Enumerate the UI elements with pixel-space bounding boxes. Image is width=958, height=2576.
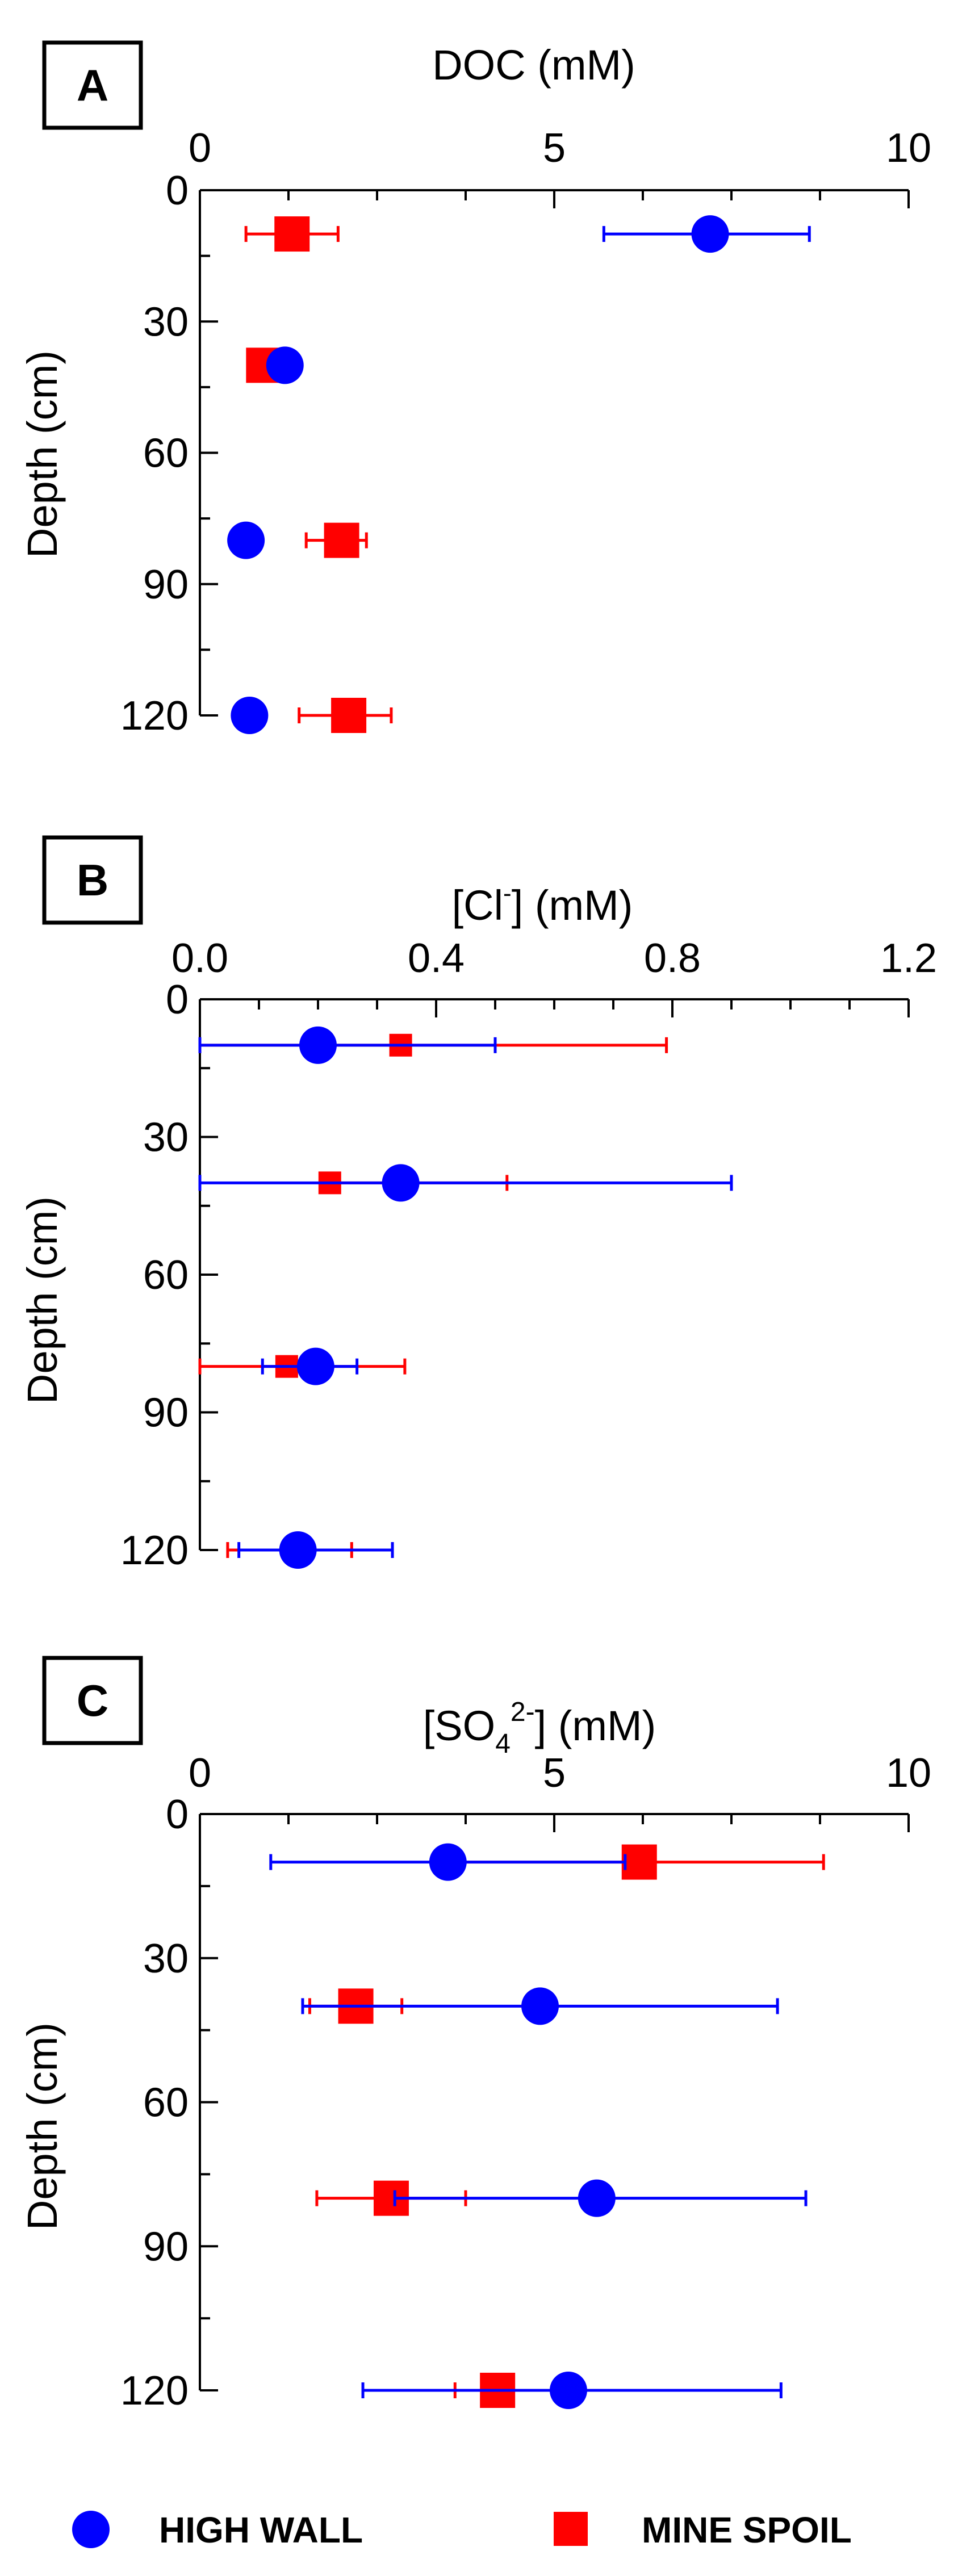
legend-high-wall-label: HIGH WALL [159, 2510, 363, 2550]
panel-b-y-tick-label: 60 [143, 1253, 189, 1298]
panel-a-high-wall-point [227, 521, 265, 559]
panel-b-y-tick-label: 120 [120, 1528, 189, 1573]
panel-b-label-box [42, 835, 143, 925]
panel-a-data [227, 215, 811, 734]
panel-b-high-wall-point [296, 1347, 334, 1385]
panel-a-axes: 0 5 10 0 30 60 90 120 [120, 125, 931, 739]
panel-a-high-wall-point [231, 697, 269, 734]
panel-c-title-sup: 2- [511, 1697, 535, 1727]
panel-b-x-tick-label: 1.2 [880, 936, 937, 981]
panel-c-x-tick-label: 0 [189, 1750, 211, 1796]
panel-b-label: B [77, 855, 108, 905]
panel-c-high-wall-point [578, 2179, 616, 2217]
panel-b-title-sup: - [503, 879, 512, 907]
panel-c-mine-spoil-point [621, 1844, 657, 1880]
panel-a-mine-spoil-point [331, 698, 367, 733]
panel-c-y-tick-label: 60 [143, 2080, 189, 2126]
panel-a: A DOC (mM) Depth (cm) 0 5 10 0 30 60 90 120 [19, 40, 931, 739]
panel-c-axes: 0 5 10 0 30 60 90 120 [120, 1750, 931, 2414]
panel-a-x-tick-label: 5 [543, 125, 566, 171]
panel-b-y-tick-label: 30 [143, 1115, 189, 1161]
panel-c-high-wall-point [521, 1987, 559, 2025]
panel-a-y-tick-label: 30 [143, 299, 189, 345]
panel-b-title-main: [Cl [452, 882, 503, 929]
panel-a-mine-spoil-point [274, 216, 310, 252]
panel-b-x-tick-label: 0.4 [408, 936, 465, 981]
panel-c-high-wall-point [549, 2372, 587, 2409]
panel-b-x-tick-label: 0.8 [644, 936, 701, 981]
panel-a-x-tick-label: 10 [886, 125, 931, 171]
panel-a-y-tick-label: 60 [143, 431, 189, 476]
panel-b: B [Cl-] (mM) Depth (cm) 0.0 0.4 0.8 1.2 0 30 6… [19, 835, 937, 1573]
panel-a-x-tick-label: 0 [189, 125, 211, 171]
panel-c-label: C [77, 1676, 108, 1725]
panel-c-label-box [42, 1656, 143, 1745]
panel-c-y-tick-label: 30 [143, 1936, 189, 1982]
panel-b-x-tick-label: 0.0 [171, 936, 228, 981]
panel-b-data [198, 1026, 733, 1569]
panel-a-label: A [77, 60, 108, 110]
panel-a-label-box [42, 40, 143, 130]
panel-c-y-tick-label: 90 [143, 2224, 189, 2269]
panel-c-x-axis-title: [SO42-] (mM) [423, 1697, 656, 1759]
panel-c-title-end: ] (mM) [535, 1702, 656, 1749]
panel-c-data [269, 1843, 825, 2409]
panel-c-x-tick-label: 5 [543, 1750, 566, 1796]
panel-c: C [SO42-] (mM) Depth (cm) 0 5 10 0 30 60 90 120 [19, 1656, 931, 2414]
panel-c-y-axis-title: Depth (cm) [19, 2022, 66, 2230]
panel-a-high-wall-point [691, 215, 729, 253]
panel-a-high-wall-point [266, 346, 304, 384]
panel-a-y-axis-title: Depth (cm) [19, 350, 66, 558]
panel-c-title-main: [SO [423, 1702, 495, 1749]
panel-b-high-wall-point [299, 1026, 337, 1064]
panel-a-y-tick-label: 120 [120, 693, 189, 739]
panel-c-title-sub: 4 [495, 1729, 511, 1759]
panel-c-high-wall-point [429, 1843, 467, 1881]
panel-b-x-axis-title: [Cl-] (mM) [452, 879, 633, 929]
panel-b-y-tick-label: 0 [166, 977, 189, 1023]
panel-a-y-tick-label: 90 [143, 562, 189, 608]
panel-b-axes: 0.0 0.4 0.8 1.2 0 30 60 90 120 [120, 936, 937, 1573]
legend: HIGH WALL MINE SPOIL [72, 2510, 852, 2550]
panel-c-x-tick-label: 10 [886, 1750, 931, 1796]
panel-b-high-wall-point [382, 1164, 420, 1202]
legend-mine-spoil-label: MINE SPOIL [642, 2510, 852, 2550]
legend-high-wall-marker [72, 2511, 110, 2548]
panel-b-y-axis-title: Depth (cm) [19, 1196, 66, 1404]
panel-c-y-tick-label: 120 [120, 2368, 189, 2414]
legend-mine-spoil-marker [554, 2512, 588, 2546]
panel-b-high-wall-point [279, 1531, 317, 1569]
panel-a-mine-spoil-point [324, 522, 359, 558]
panel-a-x-axis-title: DOC (mM) [432, 41, 635, 89]
panel-a-y-tick-label: 0 [166, 168, 189, 213]
panel-b-title-end: ] (mM) [512, 882, 633, 929]
panel-c-y-tick-label: 0 [166, 1792, 189, 1837]
panel-b-y-tick-label: 90 [143, 1390, 189, 1436]
